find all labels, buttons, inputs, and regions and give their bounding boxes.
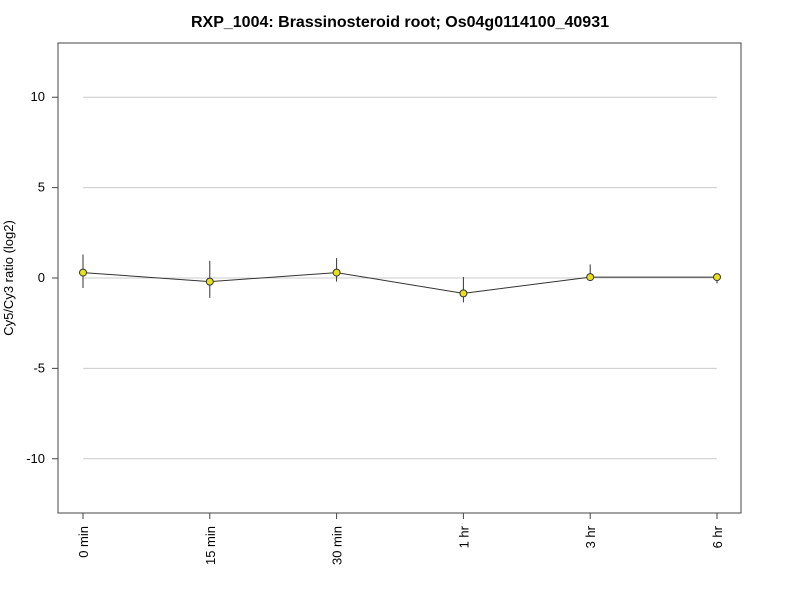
gridlines (83, 96, 717, 460)
data-point (586, 273, 595, 282)
data-point (459, 289, 468, 298)
series (79, 254, 721, 303)
y-tick-label: 10 (31, 89, 45, 104)
x-tick-label: 0 min (76, 526, 91, 558)
y-tick-label: 5 (38, 180, 45, 195)
x-tick-label: 30 min (330, 526, 345, 565)
series-line (82, 272, 717, 294)
x-axis: 0 min 15 min 30 min 1 hr 3 hr 6 hr (76, 513, 725, 565)
y-axis: 10 5 0 -5 -10 (26, 89, 58, 466)
data-point (713, 273, 721, 282)
y-tick-label: -10 (26, 451, 45, 466)
x-tick-label: 3 hr (583, 525, 598, 548)
data-point (79, 268, 87, 277)
x-tick-label: 1 hr (456, 525, 471, 548)
data-point (332, 268, 341, 277)
x-tick-label: 15 min (203, 526, 218, 565)
y-tick-label: -5 (33, 360, 45, 375)
y-tick-label: 0 (38, 270, 45, 285)
y-axis-label: Cy5/Cy3 ratio (log2) (1, 220, 16, 336)
data-point (205, 277, 214, 286)
x-tick-label: 6 hr (710, 525, 725, 548)
chart-title: RXP_1004: Brassinosteroid root; Os04g011… (191, 14, 609, 31)
